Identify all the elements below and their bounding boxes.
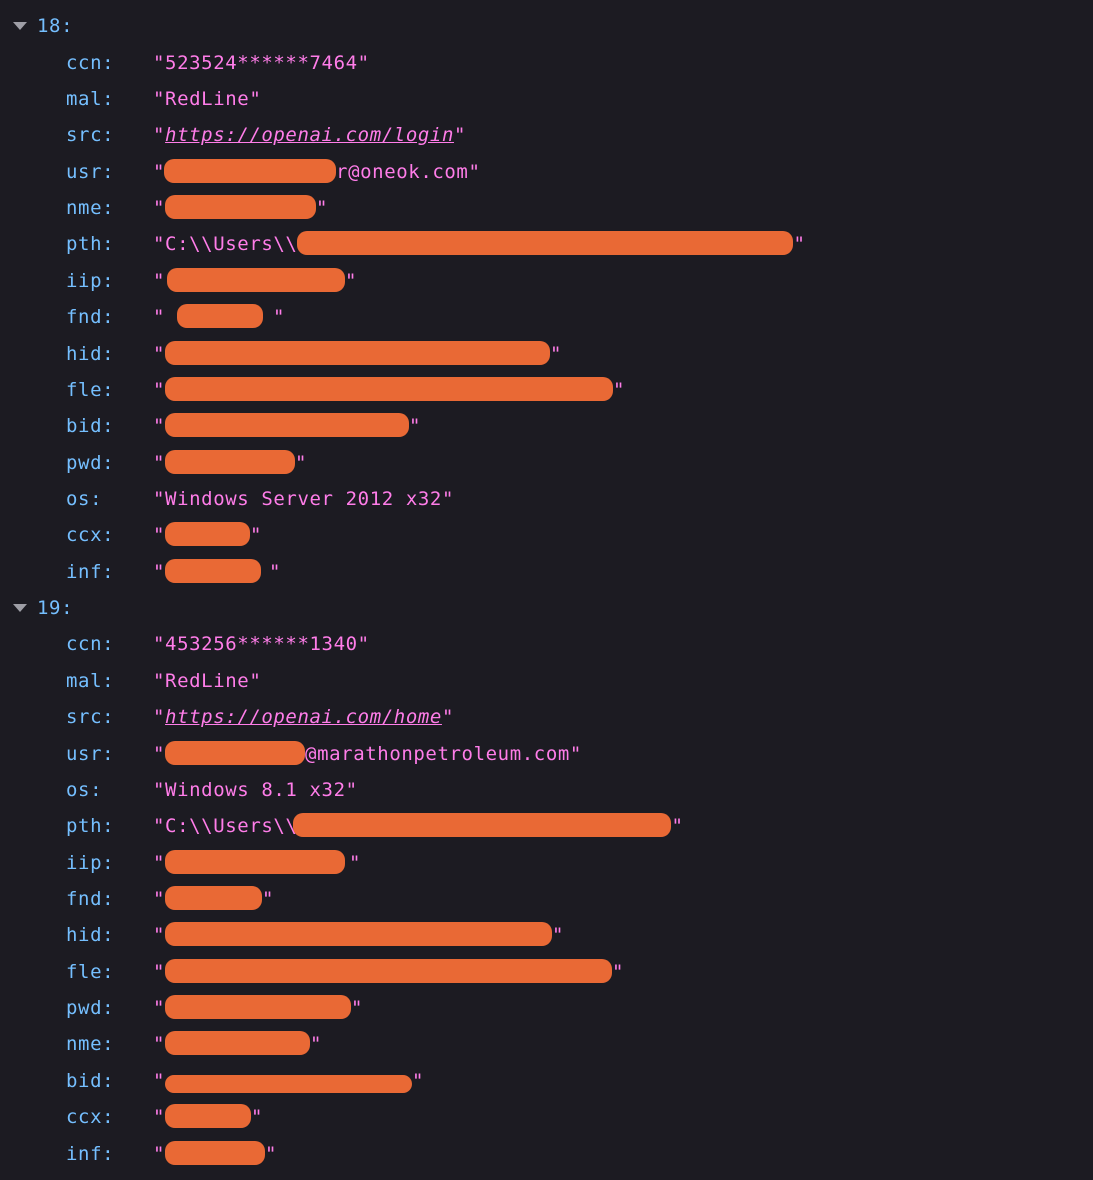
source-link[interactable]: https://openai.com/home	[165, 706, 442, 728]
redaction-block	[177, 303, 264, 328]
field-key: os:	[66, 488, 103, 510]
field-value[interactable]: "RedLine"	[153, 88, 262, 110]
redaction-block	[165, 340, 551, 365]
field-key: ccx:	[66, 1106, 115, 1128]
redaction-block	[165, 1103, 252, 1128]
field-key: ccx:	[66, 524, 115, 546]
field-value[interactable]: "453256******1340"	[153, 633, 370, 655]
field-key: fle:	[66, 961, 115, 983]
redaction-block	[165, 412, 410, 437]
field-key: mal:	[66, 670, 115, 692]
redaction-block	[165, 521, 251, 546]
field-value[interactable]: " "	[153, 445, 307, 481]
field-key: mal:	[66, 88, 115, 110]
field-key: hid:	[66, 924, 115, 946]
field-value[interactable]: " "	[153, 917, 564, 953]
field-value[interactable]: "523524******7464"	[153, 52, 370, 74]
field-key: ccn:	[66, 52, 115, 74]
field-value[interactable]: "C:\\Users\\ "	[153, 226, 806, 262]
field-value[interactable]: " "	[153, 845, 361, 881]
redaction-block	[167, 267, 346, 292]
field-key: usr:	[66, 161, 115, 183]
redaction-block	[165, 921, 553, 946]
chevron-down-icon[interactable]	[13, 604, 27, 612]
field-value[interactable]: " "	[153, 263, 357, 299]
field-key: ccn:	[66, 633, 115, 655]
field-value[interactable]: "https://openai.com/home"	[153, 706, 454, 728]
field-key: usr:	[66, 743, 115, 765]
field-key: fle:	[66, 379, 115, 401]
field-key: src:	[66, 706, 115, 728]
field-key: nme:	[66, 197, 115, 219]
field-value[interactable]: " "	[153, 1136, 277, 1172]
field-key: iip:	[66, 852, 115, 874]
redaction-block	[297, 230, 794, 255]
field-value[interactable]: " r@oneok.com"	[153, 154, 481, 190]
field-key: pth:	[66, 815, 115, 837]
field-value[interactable]: " "	[153, 1070, 425, 1093]
redaction-block	[165, 1030, 311, 1055]
field-value[interactable]: " @marathonpetroleum.com"	[153, 736, 582, 772]
record-index: 18:	[37, 15, 74, 37]
redaction-block	[165, 1140, 266, 1165]
field-value[interactable]: "https://openai.com/login"	[153, 124, 467, 146]
field-value[interactable]: "RedLine"	[153, 670, 262, 692]
field-value[interactable]: " "	[153, 299, 285, 335]
field-value[interactable]: " "	[153, 190, 328, 226]
redaction-block	[293, 812, 672, 837]
field-key: bid:	[66, 1070, 115, 1092]
field-value[interactable]: "Windows Server 2012 x32"	[153, 488, 454, 510]
field-key: inf:	[66, 1143, 115, 1165]
field-key: bid:	[66, 415, 115, 437]
field-key: fnd:	[66, 888, 115, 910]
field-key: os:	[66, 779, 103, 801]
redaction-block	[165, 558, 262, 583]
field-key: nme:	[66, 1033, 115, 1055]
redaction-block	[165, 376, 614, 401]
redaction-block	[165, 885, 263, 910]
field-value[interactable]: " "	[153, 954, 624, 990]
redaction-block	[165, 194, 317, 219]
record-index: 19:	[37, 597, 74, 619]
redaction-block	[165, 958, 613, 983]
field-key: src:	[66, 124, 115, 146]
field-value[interactable]: " "	[153, 554, 281, 590]
redaction-block	[164, 158, 337, 183]
chevron-down-icon[interactable]	[13, 22, 27, 30]
field-value[interactable]: " "	[153, 517, 262, 553]
field-value[interactable]: " "	[153, 1099, 263, 1135]
field-value[interactable]: " "	[153, 990, 363, 1026]
field-value[interactable]: " "	[153, 372, 625, 408]
field-key: inf:	[66, 561, 115, 583]
field-key: pth:	[66, 233, 115, 255]
field-value[interactable]: " "	[153, 881, 274, 917]
field-value[interactable]: " "	[153, 408, 421, 444]
source-link[interactable]: https://openai.com/login	[165, 124, 454, 146]
field-value[interactable]: "C:\\Users\\ "	[153, 808, 684, 844]
redaction-block	[165, 449, 296, 474]
field-key: pwd:	[66, 452, 115, 474]
field-value[interactable]: " "	[153, 1026, 322, 1062]
field-key: iip:	[66, 270, 115, 292]
field-key: fnd:	[66, 306, 115, 328]
redaction-block	[165, 1074, 413, 1093]
redaction-block	[165, 849, 346, 874]
field-value[interactable]: "Windows 8.1 x32"	[153, 779, 358, 801]
redaction-block	[165, 994, 352, 1019]
field-key: hid:	[66, 343, 115, 365]
field-key: pwd:	[66, 997, 115, 1019]
redaction-block	[165, 740, 306, 765]
field-value[interactable]: " "	[153, 336, 562, 372]
